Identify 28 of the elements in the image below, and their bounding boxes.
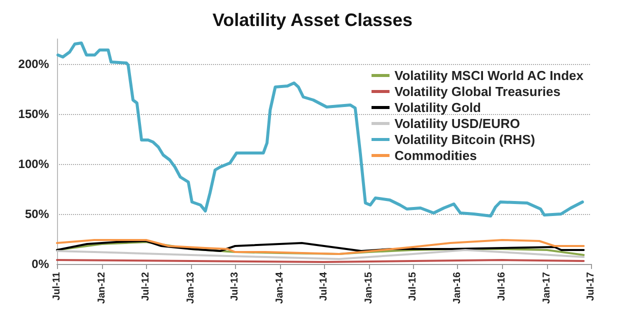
x-tick-label: Jan-14 xyxy=(274,272,286,304)
line-series xyxy=(56,249,585,260)
x-tick-label: Jul-16 xyxy=(496,272,508,301)
line-series xyxy=(56,240,585,252)
x-tick-label: Jul-14 xyxy=(318,272,330,301)
x-tick-label: Jul-15 xyxy=(407,272,418,301)
x-tick-label: Jul-11 xyxy=(52,272,62,300)
y-tick-label: 200% xyxy=(18,57,50,71)
x-tick-label: Jan-17 xyxy=(541,272,552,304)
legend-label: Commodities xyxy=(394,148,477,163)
y-tick-label: 0% xyxy=(32,257,50,271)
y-tick-label: 100% xyxy=(18,157,50,171)
x-tick-label: Jan-13 xyxy=(185,272,196,304)
x-tick-label: Jul-12 xyxy=(140,272,152,301)
x-tick-label: Jan-12 xyxy=(96,272,108,304)
legend-label: Volatility Gold xyxy=(394,100,482,115)
x-tick-label: Jan-15 xyxy=(363,272,374,304)
y-tick-label: 50% xyxy=(24,207,50,221)
x-tick-label: Jul-17 xyxy=(586,272,596,301)
y-tick-label: 150% xyxy=(18,107,50,121)
legend-label: Volatility Bitcoin (RHS) xyxy=(394,132,536,147)
x-tick-label: Jan-16 xyxy=(452,272,464,304)
legend-label: Volatility MSCI World AC Index xyxy=(394,68,584,83)
legend-label: Volatility USD/EURO xyxy=(394,116,520,131)
legend-label: Volatility Global Treasuries xyxy=(394,84,560,99)
x-tick-label: Jul-13 xyxy=(230,272,241,301)
chart-title: Volatility Asset Classes xyxy=(212,10,413,30)
line-series xyxy=(56,42,584,218)
